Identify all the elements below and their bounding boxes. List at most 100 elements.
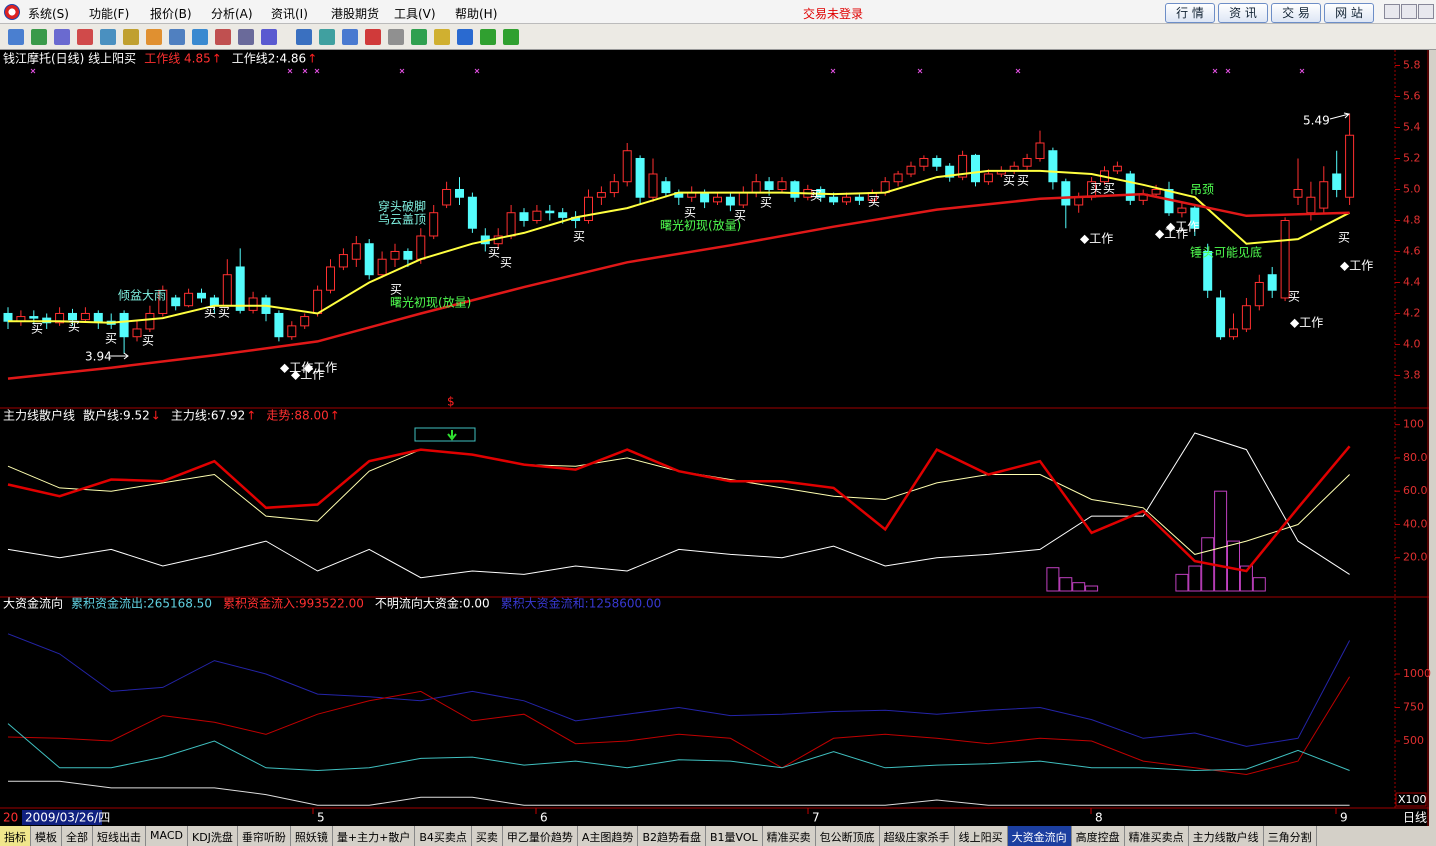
menu-item[interactable]: 工具(V) [394, 7, 436, 21]
signal-marker [30, 68, 36, 74]
menu-item[interactable]: 港股期货 [331, 7, 380, 21]
tool-icon[interactable] [31, 29, 47, 45]
tab[interactable]: 短线出击 [93, 826, 146, 846]
indicator-line [7, 676, 1351, 776]
tool-icon[interactable] [296, 29, 312, 45]
candle-body [532, 210, 542, 221]
annotation: 买 [1103, 182, 1115, 196]
candle-body [609, 181, 619, 194]
nav-button[interactable]: 资 讯 [1218, 3, 1268, 23]
y-tick-label: 4.2 [1403, 306, 1421, 319]
candle-body [1177, 207, 1187, 214]
menu-item[interactable]: 资讯(I) [271, 7, 308, 21]
tool-icon[interactable] [123, 29, 139, 45]
readout: 工作线2:4.86 [232, 52, 306, 66]
tab[interactable]: 模板 [31, 826, 62, 846]
indicator-line [7, 432, 1350, 579]
tool-icon[interactable] [261, 29, 277, 45]
tool-icon[interactable] [100, 29, 116, 45]
tool-icon[interactable] [169, 29, 185, 45]
menu-item[interactable]: 帮助(H) [455, 7, 498, 21]
tool-icon[interactable] [457, 29, 473, 45]
tab[interactable]: 量+主力+散户 [333, 826, 416, 846]
minimize-button[interactable] [1384, 4, 1400, 19]
tab[interactable]: B2趋势看盘 [638, 826, 706, 846]
candle-body [300, 316, 310, 327]
tab[interactable]: 垂帘听盼 [238, 826, 291, 846]
tool-icon[interactable] [215, 29, 231, 45]
candle-body [132, 328, 142, 338]
signal-marker [399, 68, 405, 74]
tool-icon[interactable] [480, 29, 496, 45]
menu-item[interactable]: 功能(F) [89, 7, 130, 21]
candle-body [287, 325, 297, 338]
tool-icon[interactable] [388, 29, 404, 45]
annotation: 吊颈 [1190, 183, 1214, 197]
signal-marker [1212, 68, 1218, 74]
signal-arrow [447, 430, 457, 441]
candle-body [403, 250, 413, 260]
tool-icon[interactable] [8, 29, 24, 45]
menu-item[interactable]: 分析(A) [211, 7, 253, 21]
restore-button[interactable] [1401, 4, 1417, 19]
tab[interactable]: 照妖镜 [291, 826, 333, 846]
tool-icon[interactable] [77, 29, 93, 45]
tab[interactable]: 主力线散户线 [1189, 826, 1264, 846]
note-arrow [110, 352, 129, 360]
candle-body [184, 292, 194, 307]
candle-body [713, 196, 722, 203]
tab[interactable]: 精准买卖 [763, 826, 816, 846]
signal-marker [917, 68, 923, 74]
menu-item[interactable]: 系统(S) [28, 7, 69, 21]
tab[interactable]: MACD [146, 826, 188, 846]
histogram-bar [1214, 490, 1228, 592]
nav-button[interactable]: 行 情 [1165, 3, 1215, 23]
candle-body [442, 188, 452, 206]
tab[interactable]: KDJ洗盘 [188, 826, 238, 846]
menu-item[interactable]: 报价(B) [150, 7, 192, 21]
y-tick-label: 5.0 [1403, 182, 1421, 195]
tool-icon[interactable] [192, 29, 208, 45]
tab[interactable]: 线上阳买 [955, 826, 1008, 846]
tab[interactable]: 三角分割 [1264, 826, 1317, 846]
tab[interactable]: 全部 [62, 826, 93, 846]
candle-body [1061, 181, 1071, 206]
nav-button[interactable]: 网 站 [1324, 3, 1374, 23]
tab[interactable]: A主图趋势 [578, 826, 639, 846]
tool-icon[interactable] [54, 29, 70, 45]
tab[interactable]: 指标 [0, 826, 31, 846]
tab[interactable]: B1量VOL [706, 826, 763, 846]
nav-button[interactable]: 交 易 [1271, 3, 1321, 23]
tab[interactable]: 包公断顶底 [816, 826, 880, 846]
tool-icon[interactable] [146, 29, 162, 45]
candle-body [235, 266, 245, 311]
close-button[interactable] [1418, 4, 1434, 19]
candle-body [842, 196, 851, 203]
tab[interactable]: 买卖 [472, 826, 503, 846]
tab[interactable]: 超级庄家杀手 [880, 826, 955, 846]
annotation: 买 [142, 334, 154, 348]
tool-icon[interactable] [319, 29, 335, 45]
tool-icon[interactable] [342, 29, 358, 45]
tab[interactable]: 精准买卖点 [1125, 826, 1189, 846]
candle-body [919, 157, 929, 167]
candle-body [222, 274, 232, 307]
y-tick-label: 1000 [1403, 667, 1431, 680]
tool-icon[interactable] [365, 29, 381, 45]
login-status[interactable]: 交易未登录 [803, 7, 864, 21]
y-tick-label: 80.0 [1403, 451, 1428, 464]
toolbar [0, 24, 1436, 50]
tab[interactable]: 高度控盘 [1072, 826, 1125, 846]
tool-icon[interactable] [411, 29, 427, 45]
tool-icon[interactable] [503, 29, 519, 45]
signal-box [414, 427, 476, 442]
tab[interactable]: B4买卖点 [415, 826, 472, 846]
tab[interactable]: 甲乙量价趋势 [503, 826, 578, 846]
candle-body [1048, 150, 1058, 183]
tab[interactable]: 大资金流向 [1007, 826, 1072, 846]
signal-marker [830, 68, 836, 74]
tool-icon[interactable] [434, 29, 450, 45]
tool-icon[interactable] [238, 29, 254, 45]
readout: 散户线:9.52 [83, 408, 150, 423]
